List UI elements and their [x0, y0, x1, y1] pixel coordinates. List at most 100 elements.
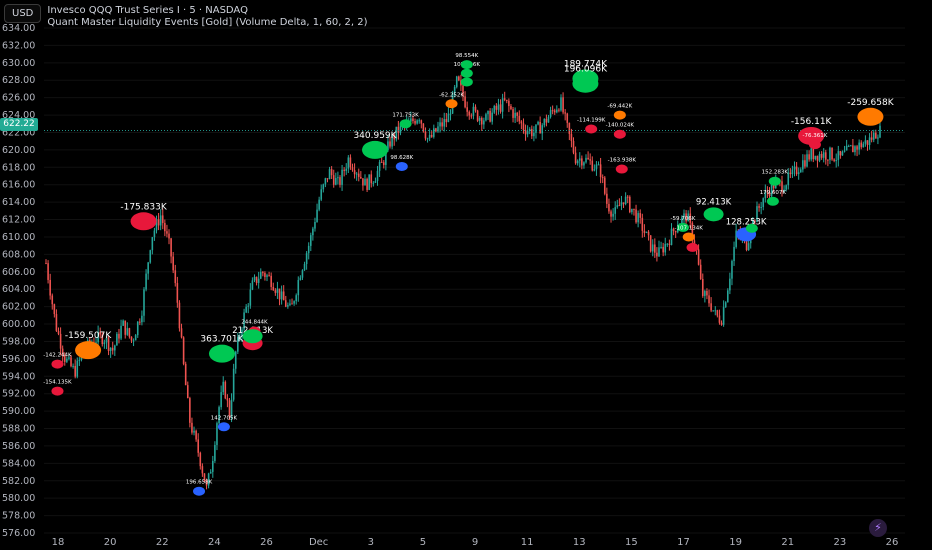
candle-body — [533, 132, 535, 137]
candle-body — [514, 112, 516, 118]
candle-body — [864, 140, 867, 144]
liquidity-event-marker[interactable] — [686, 242, 699, 252]
candle-body — [441, 122, 443, 127]
candle-body — [255, 276, 258, 283]
liquidity-event-marker[interactable] — [460, 60, 473, 70]
candle-body — [553, 110, 556, 113]
candle-body — [53, 304, 56, 315]
event-label: 152.283K — [762, 170, 789, 176]
candle-body — [539, 121, 541, 134]
candle-body — [212, 460, 214, 472]
candle-body — [391, 134, 393, 147]
candle-body — [856, 146, 858, 150]
candle-body — [710, 303, 712, 311]
y-tick-label: 594.00 — [2, 371, 35, 382]
currency-button[interactable]: USD — [4, 4, 42, 23]
liquidity-event-marker[interactable] — [857, 107, 884, 126]
liquidity-event-marker[interactable] — [51, 359, 64, 369]
liquidity-event-marker[interactable] — [51, 386, 64, 396]
liquidity-event-marker[interactable] — [242, 329, 263, 344]
liquidity-event-marker[interactable] — [208, 344, 235, 363]
candle-body — [318, 199, 320, 210]
liquidity-event-marker[interactable] — [460, 77, 473, 87]
candle-body — [589, 159, 591, 161]
candle-body — [704, 291, 706, 296]
liquidity-event-marker[interactable] — [362, 140, 389, 159]
candle-body — [835, 160, 838, 162]
liquidity-event-marker[interactable] — [445, 99, 458, 109]
liquidity-event-marker[interactable] — [766, 196, 779, 206]
y-tick-label: 602.00 — [2, 302, 35, 313]
candle-body — [443, 119, 446, 127]
liquidity-event-marker[interactable] — [130, 212, 157, 231]
candle-body — [787, 172, 790, 186]
candle-body — [631, 208, 633, 213]
liquidity-event-marker[interactable] — [217, 422, 230, 432]
candle-body — [422, 123, 425, 132]
candle-body — [455, 76, 458, 87]
liquidity-event-marker[interactable] — [585, 124, 598, 134]
liquidity-event-marker[interactable] — [615, 164, 628, 174]
candle-body — [145, 273, 147, 290]
candle-body — [770, 182, 773, 197]
liquidity-event-marker[interactable] — [676, 222, 689, 232]
candle-body — [430, 134, 433, 137]
candle-body — [464, 96, 466, 108]
liquidity-event-marker[interactable] — [460, 68, 473, 78]
liquidity-event-marker[interactable] — [75, 341, 102, 360]
candle-body — [228, 400, 231, 418]
candle-body — [474, 106, 477, 111]
liquidity-event-marker[interactable] — [798, 126, 825, 145]
x-tick-label: 21 — [781, 537, 794, 548]
candle-body — [157, 219, 160, 226]
event-label: 363.701K — [200, 335, 244, 345]
candle-body — [837, 151, 840, 161]
candle-body — [814, 155, 817, 160]
candle-body — [510, 106, 512, 110]
liquidity-event-marker[interactable] — [613, 110, 626, 120]
liquidity-event-marker[interactable] — [808, 140, 821, 150]
indicator-title[interactable]: Quant Master Liquidity Events [Gold] (Vo… — [47, 17, 368, 28]
candle-body — [320, 189, 323, 200]
candle-body — [581, 158, 583, 166]
candle-body — [858, 142, 860, 150]
liquidity-event-marker[interactable] — [703, 207, 724, 222]
candle-body — [824, 152, 827, 160]
candle-body — [341, 169, 343, 185]
candle-body — [155, 219, 158, 231]
y-tick-label: 592.00 — [2, 389, 35, 400]
candle-body — [343, 169, 345, 171]
candle-body — [597, 164, 600, 166]
liquidity-event-marker[interactable] — [613, 129, 626, 139]
candle-body — [360, 176, 362, 179]
liquidity-event-marker[interactable] — [768, 176, 781, 186]
liquidity-event-marker[interactable] — [745, 223, 758, 233]
candle-body — [120, 325, 122, 339]
candle-body — [497, 104, 500, 110]
candle-body — [291, 303, 293, 305]
candle-body — [558, 109, 560, 111]
candle-body — [428, 134, 431, 139]
candle-body — [672, 228, 675, 232]
liquidity-event-marker[interactable] — [193, 486, 206, 496]
candle-body — [833, 159, 835, 161]
candle-body — [622, 202, 625, 204]
candle-body — [197, 439, 200, 453]
y-tick-label: 612.00 — [2, 215, 35, 226]
candle-body — [445, 119, 448, 123]
liquidity-event-marker[interactable] — [572, 74, 599, 93]
candle-body — [410, 118, 412, 122]
candle-body — [658, 247, 660, 257]
liquidity-event-marker[interactable] — [395, 161, 408, 171]
event-label: -140.024K — [606, 123, 635, 129]
candle-body — [189, 398, 191, 423]
candle-body — [128, 328, 131, 337]
liquidity-event-marker[interactable] — [682, 232, 695, 242]
candle-body — [164, 223, 166, 232]
y-tick-label: 622.00 — [2, 127, 35, 138]
candle-body — [810, 148, 812, 160]
y-tick-label: 614.00 — [2, 197, 35, 208]
liquidity-event-marker[interactable] — [399, 119, 412, 129]
lightning-icon[interactable]: ⚡ — [869, 519, 887, 537]
